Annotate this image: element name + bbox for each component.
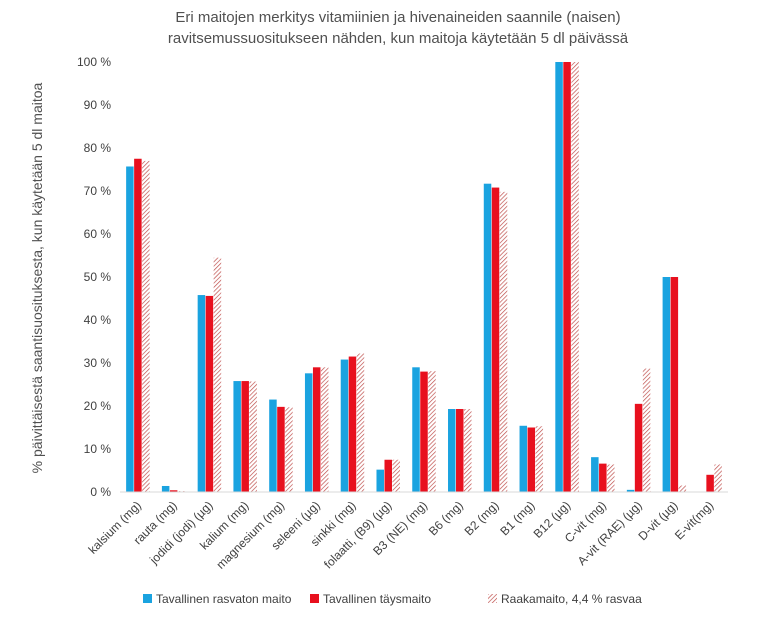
bar-1-16: [662, 277, 671, 492]
bar-2-2: [169, 490, 178, 492]
y-tick-label: 90 %: [84, 98, 112, 112]
bar-3-16: [678, 485, 687, 492]
bar-2-17: [706, 474, 714, 492]
legend-swatch-2: [310, 594, 319, 603]
bar-3-14: [607, 464, 615, 492]
bar-2-3: [205, 295, 214, 492]
y-axis-label: % päivittäisestä saantisuosituksesta, ku…: [29, 82, 45, 473]
bar-1-1: [126, 166, 134, 493]
y-tick-label: 50 %: [84, 270, 112, 284]
bar-2-6: [312, 367, 321, 492]
bar-1-3: [197, 295, 206, 492]
legend: Tavallinen rasvaton maito Tavallinen täys…: [143, 592, 642, 606]
bar-2-5: [277, 406, 285, 492]
legend-swatch-3: [488, 594, 497, 603]
bar-3-11: [499, 191, 508, 493]
bar-2-8: [384, 459, 392, 492]
bar-1-7: [340, 359, 349, 492]
bar-3-17: [714, 464, 722, 492]
chart-title-line-1: Eri maitojen merkitys vitamiinien ja hiv…: [175, 9, 620, 26]
category-label: E-vit(mg): [672, 498, 716, 542]
bar-2-15: [634, 403, 643, 492]
bar-1-12: [519, 425, 528, 492]
bar-1-11: [483, 183, 492, 492]
bar-1-2: [161, 485, 170, 492]
category-label: B6 (mg): [426, 498, 466, 538]
bar-1-5: [269, 399, 277, 492]
category-label: jodidi (jodi) (µg): [146, 498, 215, 567]
bar-2-12: [527, 427, 536, 492]
bar-1-15: [626, 489, 635, 492]
y-tick-label: 80 %: [84, 141, 112, 155]
bar-3-10: [464, 409, 472, 492]
bar-3-15: [642, 368, 651, 492]
bar-3-7: [356, 353, 365, 492]
bar-1-8: [376, 469, 384, 492]
legend-label-2: Tavallinen täysmaito: [323, 592, 431, 606]
bar-1-4: [233, 381, 241, 492]
bar-2-9: [420, 371, 428, 492]
bar-3-8: [392, 459, 400, 492]
bar-3-1: [142, 160, 150, 492]
category-label: kalsium (mg): [86, 498, 144, 556]
bar-1-14: [591, 457, 599, 492]
bar-2-16: [670, 277, 679, 492]
y-tick-label: 60 %: [84, 227, 112, 241]
bar-3-5: [285, 407, 293, 492]
y-tick-label: 70 %: [84, 184, 112, 198]
category-label: B2 (mg): [462, 498, 502, 538]
bar-1-9: [412, 367, 420, 492]
bar-3-4: [249, 381, 257, 492]
y-axis-ticks: 0 % 10 % 20 % 30 % 40 % 50 % 60 % 70 % 80 % 90 % 1…: [77, 55, 111, 499]
bar-3-3: [213, 257, 222, 492]
y-tick-label: 0 %: [90, 485, 111, 499]
legend-label-1: Tavallinen rasvaton maito: [156, 592, 292, 606]
y-tick-label: 10 %: [84, 442, 112, 456]
y-tick-label: 40 %: [84, 313, 112, 327]
category-labels: kalsium (mg)rauta (mg)jodidi (jodi) (µg)…: [86, 498, 717, 572]
bar-3-6: [320, 367, 329, 492]
bar-2-13: [563, 62, 571, 492]
y-tick-label: 30 %: [84, 356, 112, 370]
bar-1-13: [555, 62, 563, 492]
bar-1-6: [304, 373, 313, 492]
bar-3-9: [428, 371, 436, 492]
y-tick-label: 20 %: [84, 399, 112, 413]
legend-label-3: Raakamaito, 4,4 % rasvaa: [501, 592, 642, 606]
chart-title-line-2: ravitsemussuositukseen nähden, kun maito…: [168, 30, 629, 47]
bar-1-10: [448, 409, 456, 492]
y-tick-label: 100 %: [77, 55, 111, 69]
bar-2-4: [241, 381, 249, 492]
category-label: D-vit (µg): [636, 498, 681, 543]
bar-2-1: [134, 158, 142, 492]
bar-2-7: [348, 356, 357, 492]
bar-2-14: [599, 463, 607, 492]
legend-swatch-1: [143, 594, 152, 603]
bar-3-12: [535, 426, 544, 492]
bar-2-10: [456, 409, 464, 492]
bar-2-11: [491, 187, 500, 492]
bars-group: [126, 62, 722, 493]
bar-3-13: [571, 62, 579, 492]
